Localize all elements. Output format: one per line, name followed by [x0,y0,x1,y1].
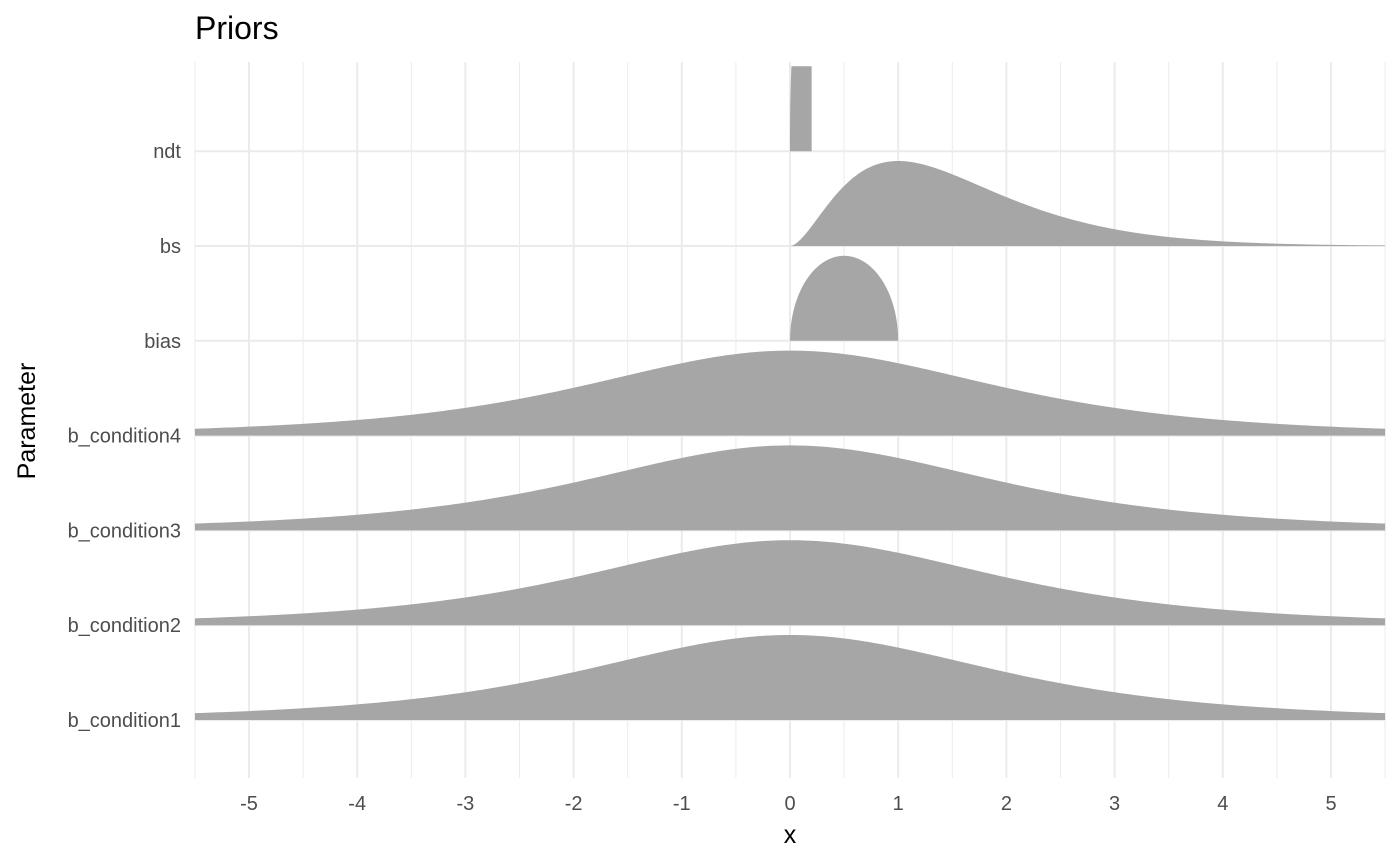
ridge-b-condition3 [194,445,1386,531]
ridge-b-condition4 [194,350,1386,436]
y-tick-label: b_condition1 [68,710,181,732]
ridges [194,66,1386,720]
x-tick-label: 1 [893,793,904,815]
x-tick-labels: -5 -4 -3 -2 -1 0 1 2 3 4 5 [240,793,1336,815]
ridge-b-condition2 [194,540,1386,626]
chart-title: Priors [195,10,279,46]
ridge-ndt [790,66,812,152]
x-tick-label: -5 [240,793,258,815]
x-tick-label: -4 [348,793,366,815]
y-axis-title: Parameter [13,363,41,480]
ridge-b-condition1 [194,635,1386,720]
y-tick-label: b_condition4 [68,426,181,448]
y-tick-label: b_condition3 [68,520,181,542]
y-tick-label: ndt [153,141,181,163]
x-tick-label: 0 [784,793,795,815]
y-tick-label: bs [160,236,181,258]
ridge-bias [790,255,899,341]
x-tick-label: 3 [1109,793,1120,815]
x-tick-label: 4 [1217,793,1228,815]
x-axis-title: x [784,821,797,849]
y-tick-label: bias [144,331,181,353]
x-tick-label: -2 [565,793,583,815]
x-tick-label: 2 [1001,793,1012,815]
ridge-bs [790,161,1386,246]
x-tick-label: -3 [457,793,475,815]
x-tick-label: -1 [673,793,691,815]
x-tick-label: 5 [1325,793,1336,815]
y-tick-labels: b_condition1 b_condition2 b_condition3 b_co… [68,141,182,732]
y-tick-label: b_condition2 [68,615,181,637]
